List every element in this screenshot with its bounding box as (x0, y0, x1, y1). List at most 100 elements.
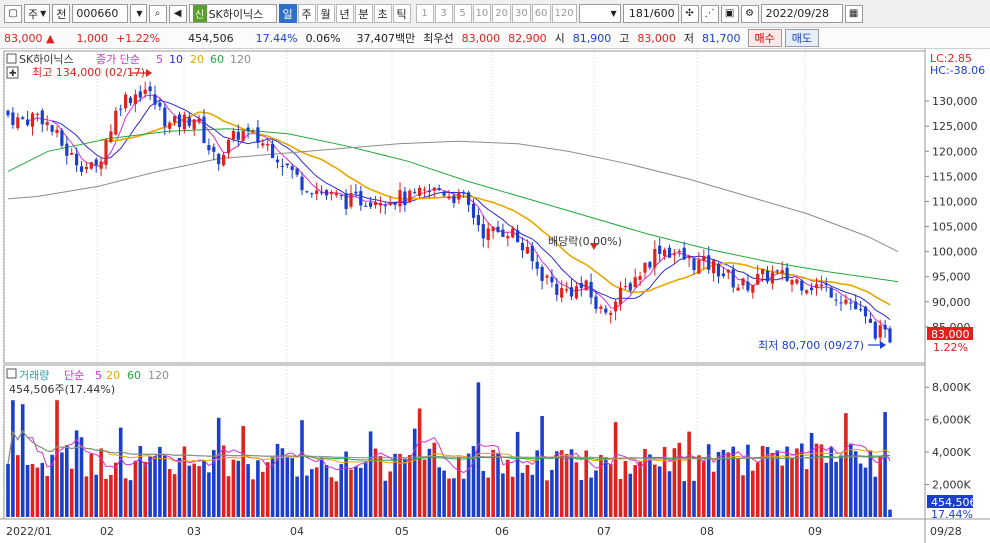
volume-bar (770, 452, 775, 517)
period-tab[interactable]: 초 (373, 4, 392, 23)
candle-body (207, 145, 211, 151)
volume-bar (574, 462, 579, 517)
candle-body (60, 130, 64, 146)
candle-body (344, 193, 348, 209)
candle-body (751, 284, 755, 293)
candle-body (569, 287, 574, 297)
buy-button[interactable]: 매수 (747, 29, 782, 47)
candle-body (565, 289, 569, 291)
volume-bar (359, 467, 363, 517)
volume-bar (354, 466, 358, 517)
volume-bar (638, 461, 642, 517)
stock-code-input[interactable]: 000660 (72, 4, 129, 23)
minute-tab[interactable]: 5 (453, 4, 472, 23)
low-price: 81,700 (702, 31, 741, 45)
price-axis-label: 130,000 (932, 95, 978, 108)
window-icon[interactable]: ▢ (4, 4, 22, 23)
candle-body (525, 246, 529, 254)
stock-name-field[interactable]: 신 SK하이닉스 (188, 4, 277, 23)
volume-bar (236, 460, 241, 517)
candle-body (471, 203, 476, 218)
candle-body (810, 287, 814, 291)
sell-button[interactable]: 매도 (784, 29, 820, 47)
candle-body (124, 94, 128, 109)
volume-bar (706, 444, 711, 517)
price-axis-label: 90,000 (932, 296, 971, 309)
search-icon[interactable]: ⌕ (148, 4, 167, 23)
speaker-icon[interactable]: ◀ (168, 4, 187, 23)
candle-body (457, 192, 461, 200)
date-field[interactable]: 2022/09/28 (760, 4, 843, 23)
minute-tab[interactable]: 30 (512, 4, 531, 23)
price-axis-label: 95,000 (932, 271, 971, 284)
volume-bar (128, 480, 133, 517)
period-tab[interactable]: 틱 (392, 4, 411, 23)
volume-bar (339, 464, 343, 517)
code-dropdown[interactable]: ▼ (130, 4, 147, 23)
volume-bar (721, 449, 726, 517)
volume-bar (687, 431, 691, 517)
volume-bar (775, 450, 780, 517)
month-label: 02 (100, 525, 114, 538)
volume-bar (608, 464, 613, 517)
candle-body (442, 192, 446, 196)
minute-tab[interactable]: 120 (551, 4, 577, 23)
volume-axis-label: 6,000K (932, 414, 971, 427)
trend-icon[interactable]: ⋰ (700, 4, 719, 23)
volume-bar (84, 476, 89, 517)
candle-body (393, 202, 397, 205)
volume-bar (515, 431, 520, 517)
period-tab[interactable]: 년 (335, 4, 354, 23)
tools-icon[interactable]: ✣ (680, 4, 699, 23)
candle-body (653, 248, 657, 268)
candle-body (702, 256, 706, 262)
open-label: 시 (554, 32, 565, 45)
period-tab[interactable]: 일 (278, 4, 297, 23)
bar-count-field[interactable]: 181 /600 (622, 4, 679, 23)
volume-bar (672, 448, 677, 517)
volume-bar (726, 452, 731, 517)
chart-type-select[interactable]: 주 ▼ (24, 4, 51, 23)
month-label: 09 (808, 525, 822, 538)
high-price: 83,000 (637, 31, 676, 45)
volume-bar (716, 451, 721, 517)
volume-bar (378, 455, 383, 517)
period-tab[interactable]: 분 (354, 4, 373, 23)
candle-body (814, 284, 819, 289)
period-tab[interactable]: 월 (316, 4, 335, 23)
minute-tab[interactable]: 60 (531, 4, 551, 23)
month-label: 07 (597, 525, 611, 538)
price-axis-label: 125,000 (932, 120, 978, 133)
minute-tab[interactable]: 20 (492, 4, 512, 23)
candle-body (648, 262, 652, 268)
candle-body (251, 130, 255, 132)
volume-bar (319, 457, 324, 517)
volume-bar (251, 479, 255, 517)
volume-bar (109, 474, 113, 517)
volume-bar (520, 472, 525, 517)
save-icon[interactable]: ▣ (720, 4, 739, 23)
expand-icon[interactable] (6, 66, 19, 79)
minute-tab[interactable]: 1 (415, 4, 434, 23)
volume-bar (349, 469, 353, 517)
volume-bar (466, 453, 471, 517)
volume-bar (878, 455, 882, 517)
volume-bar (408, 455, 412, 517)
volume-bar (564, 453, 569, 517)
period-tab[interactable]: 주 (297, 4, 316, 23)
candle-body (119, 108, 123, 110)
minute-tab[interactable]: 10 (472, 4, 492, 23)
candle-body (104, 140, 108, 165)
market-select[interactable]: 전 (52, 4, 71, 23)
calendar-icon[interactable]: ▦ (844, 4, 863, 23)
volume-bar (849, 443, 853, 517)
stock-chart[interactable]: SK하이닉스 종가 단순 5 10 20 60 120 ✚ 최고 134,000… (0, 49, 990, 543)
candle-body (65, 143, 69, 156)
minute-tab[interactable]: 3 (434, 4, 453, 23)
candle-body (26, 119, 30, 125)
candle-body (839, 302, 843, 304)
candle-body (285, 163, 289, 166)
gear-icon[interactable]: ⚙ (740, 4, 759, 23)
interval-dropdown[interactable]: ▼ (578, 4, 621, 23)
